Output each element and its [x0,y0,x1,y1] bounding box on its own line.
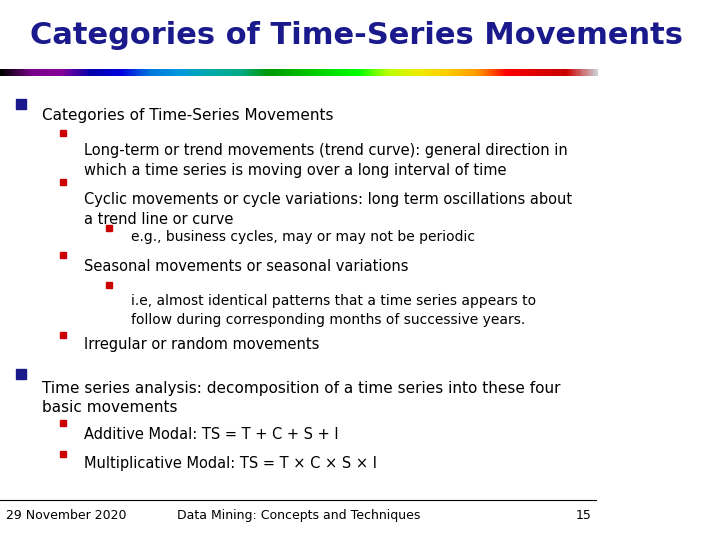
Text: Irregular or random movements: Irregular or random movements [84,338,319,353]
Text: Cyclic movements or cycle variations: long term oscillations about
a trend line : Cyclic movements or cycle variations: lo… [84,192,572,226]
Text: Categories of Time-Series Movements: Categories of Time-Series Movements [30,21,683,50]
Text: Data Mining: Concepts and Techniques: Data Mining: Concepts and Techniques [177,509,420,522]
Text: Categories of Time-Series Movements: Categories of Time-Series Movements [42,108,333,123]
Text: i.e, almost identical patterns that a time series appears to
follow during corre: i.e, almost identical patterns that a ti… [131,294,536,327]
Text: 15: 15 [575,509,591,522]
Text: e.g., business cycles, may or may not be periodic: e.g., business cycles, may or may not be… [131,230,475,244]
Text: 29 November 2020: 29 November 2020 [6,509,127,522]
Text: Time series analysis: decomposition of a time series into these four
basic movem: Time series analysis: decomposition of a… [42,381,560,415]
Text: Long-term or trend movements (trend curve): general direction in
which a time se: Long-term or trend movements (trend curv… [84,143,567,178]
Text: Seasonal movements or seasonal variations: Seasonal movements or seasonal variation… [84,259,408,274]
Text: Additive Modal: TS = T + C + S + I: Additive Modal: TS = T + C + S + I [84,427,338,442]
Text: Multiplicative Modal: TS = T × C × S × I: Multiplicative Modal: TS = T × C × S × I [84,456,377,471]
